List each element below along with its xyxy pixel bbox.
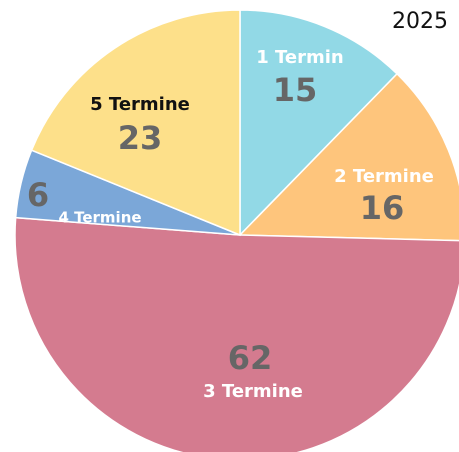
- slice-value: 16: [360, 189, 405, 227]
- pie-slice: [238, 72, 459, 242]
- pie-slice: [14, 216, 459, 452]
- slice-label: 2 Termine: [334, 166, 434, 187]
- slice-value: 62: [228, 339, 273, 377]
- pie-slice: [30, 9, 241, 237]
- slice-value: 23: [118, 119, 163, 157]
- pie-slice: [239, 9, 399, 237]
- chart-title: 2025: [392, 9, 448, 34]
- slice-label: 5 Termine: [90, 94, 190, 115]
- slice-label: 1 Termin: [256, 47, 344, 68]
- slice-label: 4 Termine: [58, 209, 141, 227]
- slice-value: 15: [273, 71, 318, 109]
- slice-value: 6: [27, 176, 49, 214]
- slice-label: 3 Termine: [203, 381, 303, 402]
